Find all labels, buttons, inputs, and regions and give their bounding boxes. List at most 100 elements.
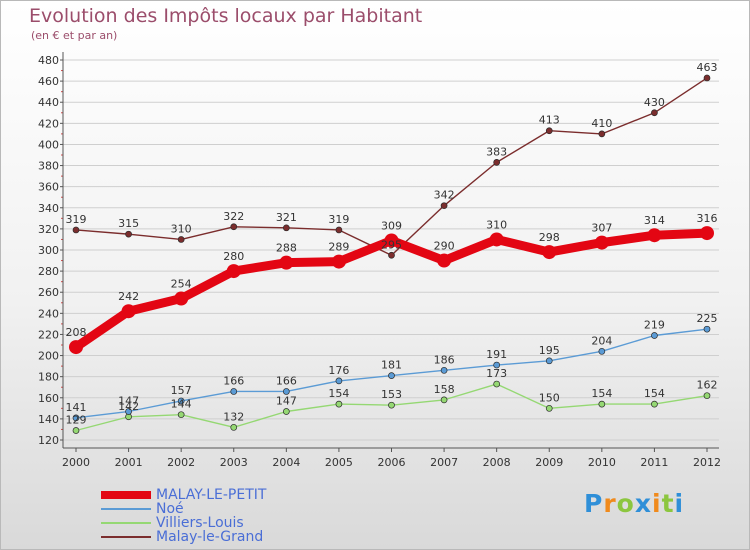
data-point xyxy=(651,332,658,339)
data-point xyxy=(651,400,658,408)
data-label: 316 xyxy=(697,212,718,225)
data-label: 319 xyxy=(328,213,349,226)
data-label: 254 xyxy=(171,278,192,291)
x-tick-label: 2007 xyxy=(430,456,458,469)
data-label: 129 xyxy=(66,414,87,427)
data-point xyxy=(72,427,80,434)
data-label: 289 xyxy=(328,241,349,254)
x-tick-label: 2010 xyxy=(588,456,616,469)
y-tick-label: 200 xyxy=(38,350,59,363)
data-label: 288 xyxy=(276,242,297,255)
data-point xyxy=(440,366,448,374)
x-tick-label: 2011 xyxy=(640,456,668,469)
chart-title: Evolution des Impôts locaux par Habitant xyxy=(29,5,423,27)
data-point xyxy=(598,130,606,138)
y-tick-label: 120 xyxy=(38,434,59,447)
data-label: 307 xyxy=(591,222,612,235)
data-point xyxy=(440,202,448,210)
data-label: 208 xyxy=(66,326,87,339)
data-label: 186 xyxy=(434,353,455,366)
data-label: 383 xyxy=(486,145,507,158)
data-point xyxy=(542,245,557,260)
x-tick-label: 2000 xyxy=(62,456,90,469)
data-labels: 319 315 310 322 321 319 295 342 383 413 410 430 463 1… xyxy=(66,61,718,427)
x-tick-labels: 2000 2001 2002 2003 2004 2005 2006 2007 2008 2009… xyxy=(62,456,721,469)
x-tick-label: 2012 xyxy=(693,456,721,469)
legend-swatch xyxy=(101,536,151,538)
data-label: 147 xyxy=(276,395,297,408)
data-label: 154 xyxy=(328,387,349,400)
data-point xyxy=(545,127,553,135)
data-point xyxy=(647,228,662,243)
data-label: 162 xyxy=(697,379,718,392)
y-tick-label: 320 xyxy=(38,223,59,236)
data-label: 191 xyxy=(486,348,507,361)
data-label: 153 xyxy=(381,388,402,401)
data-point xyxy=(598,400,606,408)
data-point xyxy=(335,226,343,234)
y-tick-label: 280 xyxy=(38,265,59,278)
legend-swatch xyxy=(101,491,151,499)
axes xyxy=(60,52,719,452)
data-label: 319 xyxy=(66,213,87,226)
x-tick-label: 2002 xyxy=(167,456,195,469)
data-point xyxy=(125,408,132,415)
y-tick-label: 480 xyxy=(38,54,59,67)
logo-letter: o xyxy=(616,489,635,518)
y-tick-label: 420 xyxy=(38,117,59,130)
data-point xyxy=(388,372,395,379)
data-point xyxy=(174,291,189,306)
y-tick-label: 380 xyxy=(38,160,59,173)
data-point xyxy=(384,233,399,248)
data-label: 290 xyxy=(434,240,455,253)
data-label: 242 xyxy=(118,290,139,303)
y-tick-labels: 120 140 160 180 200 220 240 260 280 300 320 340 360 3… xyxy=(38,54,59,447)
data-label: 154 xyxy=(591,387,612,400)
data-label: 413 xyxy=(539,114,560,127)
data-label: 150 xyxy=(539,391,560,404)
y-tick-label: 140 xyxy=(38,413,59,426)
y-tick-label: 460 xyxy=(38,75,59,88)
data-label: 310 xyxy=(171,222,192,235)
data-label: 158 xyxy=(434,383,455,396)
data-point xyxy=(230,223,238,231)
logo-letter: x xyxy=(634,489,652,518)
data-point xyxy=(493,159,501,166)
logo-letter: r xyxy=(603,489,617,518)
legend-swatch xyxy=(101,522,151,524)
proxiti-logo: Proxiti xyxy=(584,489,684,518)
x-tick-label: 2006 xyxy=(378,456,406,469)
data-label: 314 xyxy=(644,214,665,227)
logo-letter: i xyxy=(674,489,685,518)
data-point xyxy=(125,230,132,238)
data-label: 298 xyxy=(539,231,560,244)
data-point xyxy=(703,325,711,333)
data-label: 144 xyxy=(171,398,192,411)
data-label: 322 xyxy=(223,210,244,223)
data-point xyxy=(279,255,294,270)
data-label: 166 xyxy=(223,374,244,387)
y-tick-label: 400 xyxy=(38,138,59,151)
legend-label: MALAY-LE-PETIT xyxy=(156,487,267,503)
data-label: 176 xyxy=(328,364,349,377)
data-point xyxy=(335,377,343,385)
legend-label: Noé xyxy=(156,501,184,517)
data-point xyxy=(594,235,609,250)
data-point xyxy=(388,251,395,259)
legend-swatch xyxy=(101,508,151,510)
data-point xyxy=(226,264,241,279)
x-tick-label: 2008 xyxy=(483,456,511,469)
data-point xyxy=(335,400,343,408)
data-label: 463 xyxy=(697,61,718,74)
data-point xyxy=(545,404,553,412)
gridlines xyxy=(63,59,719,441)
data-point xyxy=(72,414,80,422)
data-label: 195 xyxy=(539,344,560,357)
data-point xyxy=(489,232,504,247)
data-point xyxy=(700,226,714,241)
data-point xyxy=(493,380,501,388)
data-label: 157 xyxy=(171,384,192,397)
y-tick-label: 220 xyxy=(38,328,59,341)
data-label: 181 xyxy=(381,359,402,372)
